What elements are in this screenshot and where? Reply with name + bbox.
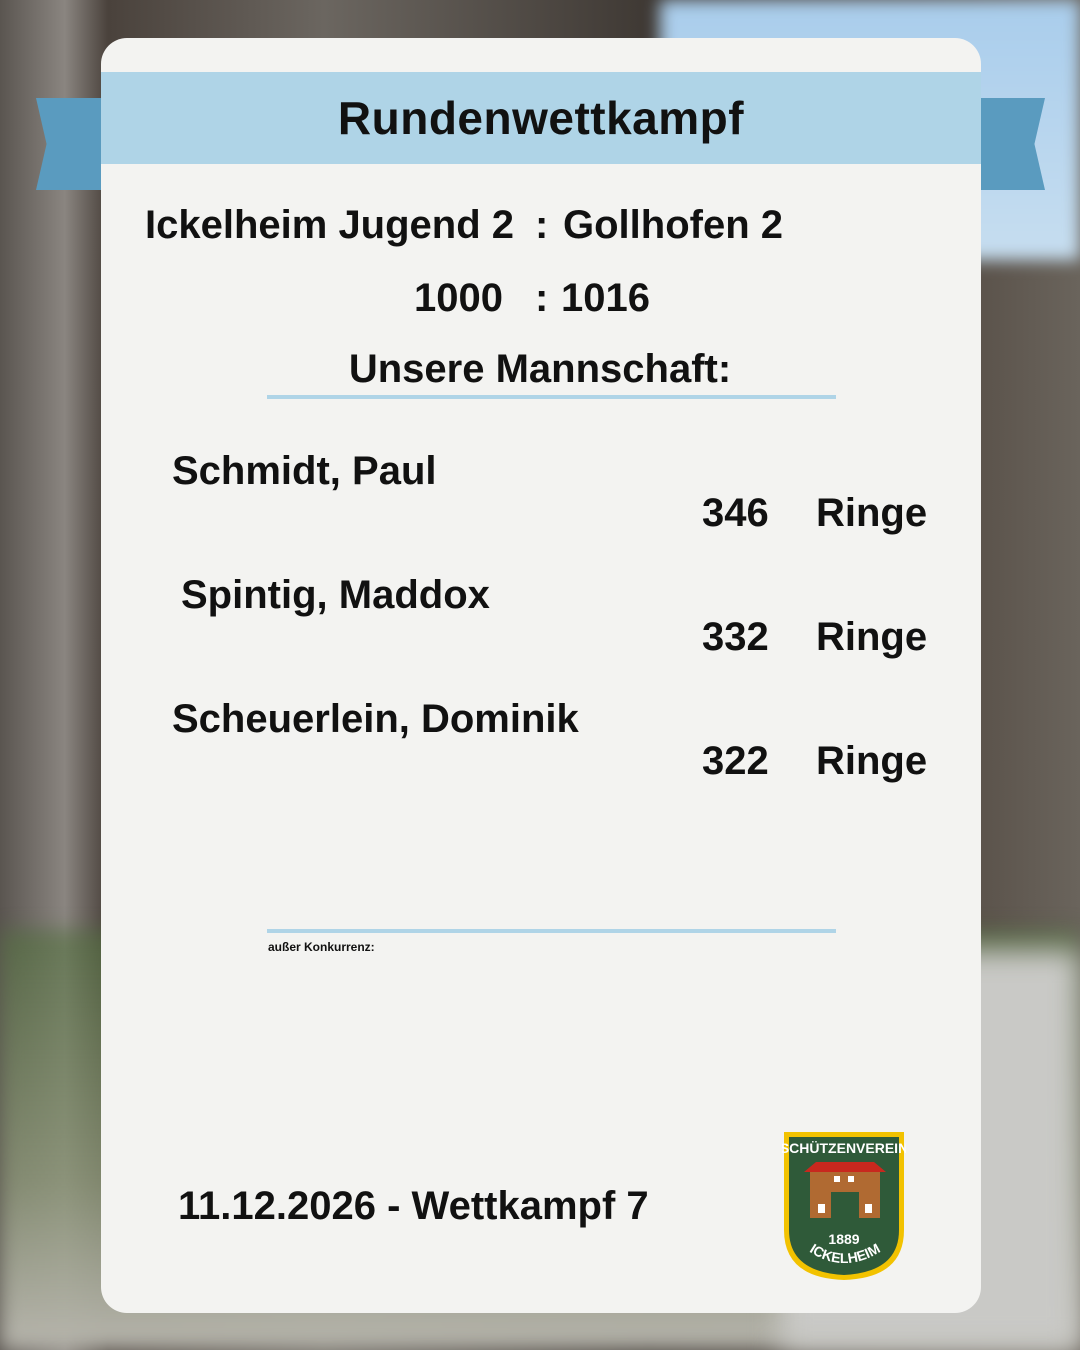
logo-year: 1889 (828, 1231, 859, 1247)
player-name: Scheuerlein, Dominik (172, 697, 579, 741)
player-score: 346 (702, 491, 769, 535)
divider-top (267, 395, 836, 399)
club-logo: SCHÜTZENVEREIN 1889 ICKELHEIM (782, 1132, 906, 1280)
player-score: 322 (702, 739, 769, 783)
home-score: 1000 (414, 276, 503, 320)
team-separator: : (535, 203, 549, 247)
away-score: 1016 (561, 276, 650, 320)
title-banner: Rundenwettkampf (101, 72, 981, 164)
away-team: Gollhofen 2 (563, 203, 783, 247)
out-of-competition-label: außer Konkurrenz: (268, 940, 375, 954)
page-title: Rundenwettkampf (337, 92, 745, 144)
player-unit: Ringe (816, 491, 928, 535)
player-score: 332 (702, 615, 769, 659)
card (101, 38, 981, 1313)
player-name: Schmidt, Paul (172, 449, 437, 493)
logo-text-top: SCHÜTZENVEREIN (782, 1140, 906, 1156)
home-team: Ickelheim Jugend 2 (145, 203, 515, 247)
ribbon-tail-right (979, 98, 1045, 190)
player-name: Spintig, Maddox (181, 573, 490, 617)
score-separator: : (535, 276, 549, 320)
player-unit: Ringe (816, 739, 928, 783)
player-unit: Ringe (816, 615, 928, 659)
team-heading: Unsere Mannschaft: (348, 347, 732, 391)
divider-bottom (267, 929, 836, 933)
date-and-round: 11.12.2026 - Wettkampf 7 (178, 1184, 649, 1228)
ribbon-tail-left (36, 98, 102, 190)
